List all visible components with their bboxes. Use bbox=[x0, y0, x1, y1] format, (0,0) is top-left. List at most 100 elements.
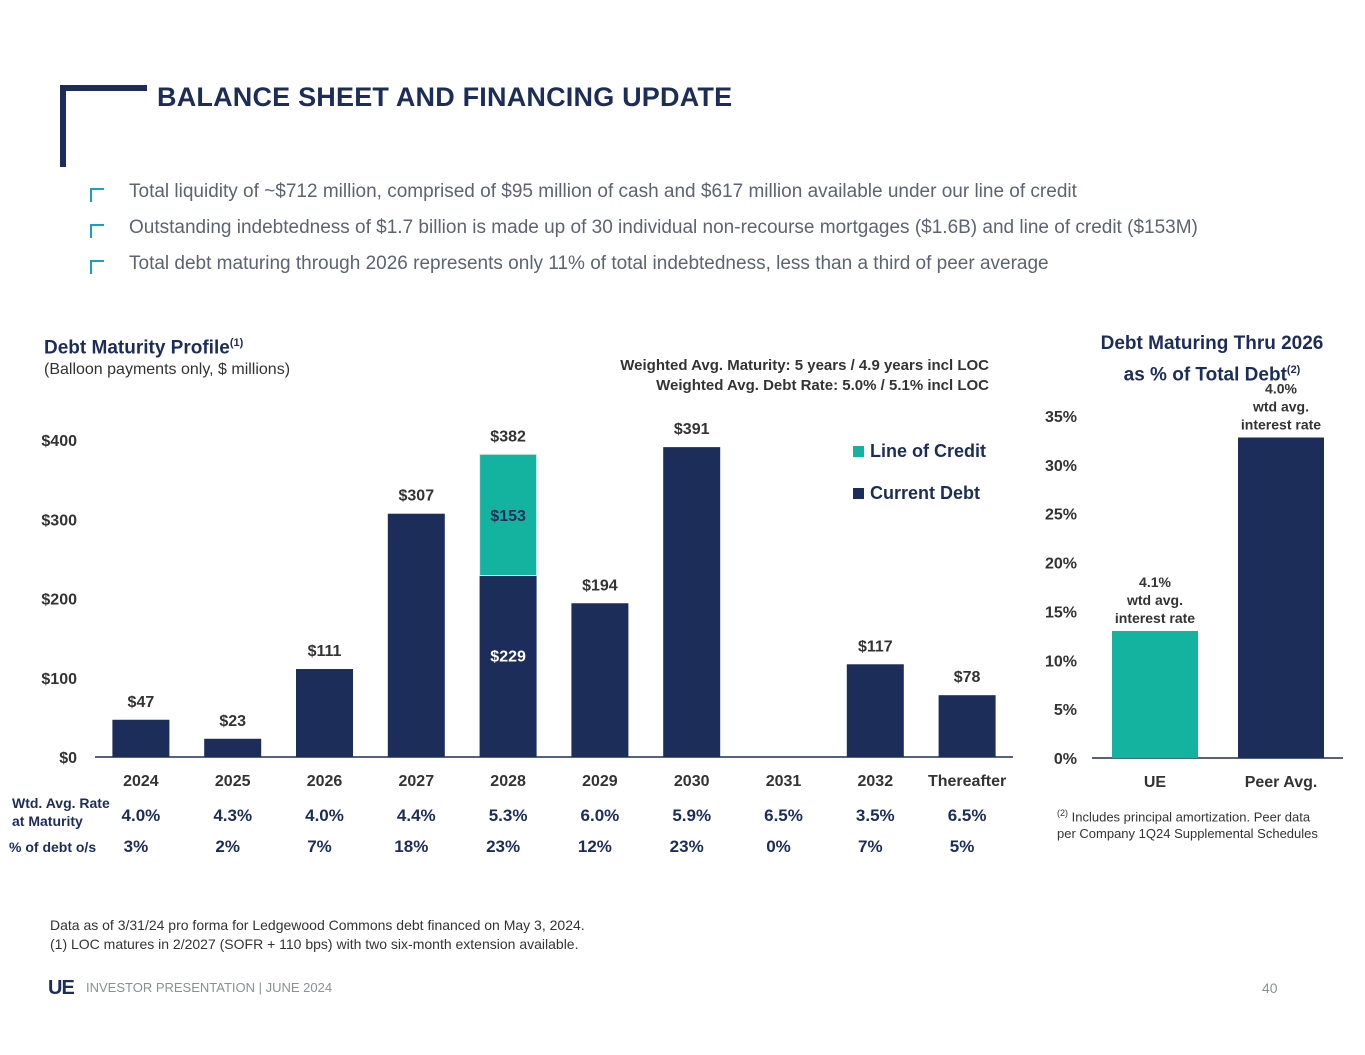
x-tick-label: 2032 bbox=[858, 773, 894, 790]
bar-total-label: $111 bbox=[308, 643, 342, 660]
debt-thru-2026-title-line2-wrap: as % of Total Debt(2) bbox=[1062, 357, 1362, 388]
wtd-avg-rate-value: 6.0% bbox=[581, 806, 620, 825]
row-label-rate-line2: at Maturity bbox=[12, 813, 83, 829]
wtd-avg-rate-value: 4.0% bbox=[122, 806, 161, 825]
y-tick-label: 0% bbox=[1054, 751, 1077, 768]
bar-annotation: interest rate bbox=[1115, 610, 1195, 626]
bullet-corner-icon bbox=[90, 224, 104, 238]
y-tick-label: 35% bbox=[1045, 409, 1077, 426]
weighted-avg-maturity: Weighted Avg. Maturity: 5 years / 4.9 ye… bbox=[620, 357, 989, 374]
right-footnote-line2: per Company 1Q24 Supplemental Schedules bbox=[1057, 826, 1318, 842]
pct-debt-value: 23% bbox=[486, 837, 520, 856]
y-tick-label: $0 bbox=[59, 750, 77, 767]
x-tick-label: 2026 bbox=[307, 773, 343, 790]
wtd-avg-rate-value: 4.0% bbox=[305, 806, 344, 825]
wtd-avg-rate-value: 5.9% bbox=[672, 806, 711, 825]
y-tick-label: $300 bbox=[41, 512, 77, 529]
wtd-avg-rate-value: 5.3% bbox=[489, 806, 528, 825]
debt-maturity-title: Debt Maturity Profile(1) bbox=[44, 337, 243, 359]
pct-debt-value: 3% bbox=[124, 837, 149, 856]
bar-line-of-credit bbox=[479, 453, 538, 577]
pct-debt-value: 18% bbox=[394, 837, 428, 856]
wtd-avg-rate-value: 3.5% bbox=[856, 806, 895, 825]
pct-debt-value: 7% bbox=[307, 837, 332, 856]
bar-total-label: $47 bbox=[128, 694, 155, 711]
y-tick-label: 25% bbox=[1045, 507, 1077, 524]
pct-debt-value: 23% bbox=[670, 837, 704, 856]
bar-current-debt bbox=[387, 513, 445, 757]
right-footnote-sup: (2) bbox=[1057, 808, 1068, 818]
bar-current-debt bbox=[112, 719, 170, 757]
bar-total-label: $382 bbox=[490, 428, 526, 445]
legend-label-line-of-credit: Line of Credit bbox=[870, 441, 986, 461]
bar-annotation: wtd avg. bbox=[1126, 592, 1183, 608]
legend-label-current-debt: Current Debt bbox=[870, 483, 980, 503]
bar-total-label: $391 bbox=[674, 421, 710, 438]
bar-current-debt bbox=[296, 669, 353, 757]
wtd-avg-rate-value: 4.3% bbox=[213, 806, 252, 825]
bar-current-debt bbox=[204, 738, 262, 757]
x-tick-label: 2027 bbox=[399, 773, 435, 790]
pct-debt-value: 2% bbox=[215, 837, 240, 856]
debt-maturity-subtitle: (Balloon payments only, $ millions) bbox=[44, 361, 291, 378]
debt-maturity-title-sup: (1) bbox=[229, 337, 244, 349]
x-tick-label: UE bbox=[1144, 774, 1167, 791]
y-tick-label: $100 bbox=[41, 671, 77, 688]
wtd-avg-rate-value: 6.5% bbox=[764, 806, 803, 825]
right-footnote-line1: Includes principal amortization. Peer da… bbox=[1071, 809, 1311, 825]
pct-debt-value: 12% bbox=[578, 837, 612, 856]
corner-accent-horizontal bbox=[60, 85, 147, 91]
debt-maturity-chart: $0 $100 $200 $300 $400 $47 2024 4.0% 3% $23 2025 4.… bbox=[9, 421, 1013, 856]
y-tick-label: 30% bbox=[1045, 458, 1077, 475]
bar-current-debt bbox=[571, 603, 629, 757]
bar-current-debt bbox=[663, 447, 721, 757]
x-tick-label: 2028 bbox=[490, 773, 526, 790]
x-tick-label: 2025 bbox=[215, 773, 251, 790]
bar-peer-avg bbox=[1238, 437, 1324, 758]
x-tick-label: 2029 bbox=[582, 773, 618, 790]
wtd-avg-rate-value: 6.5% bbox=[948, 806, 987, 825]
y-tick-label: 5% bbox=[1054, 702, 1077, 719]
pct-debt-value: 7% bbox=[858, 837, 883, 856]
ue-logo: UE bbox=[48, 977, 75, 999]
debt-thru-2026-title-line1: Debt Maturing Thru 2026 bbox=[1100, 333, 1324, 354]
footer-text: INVESTOR PRESENTATION | JUNE 2024 bbox=[86, 980, 333, 995]
footnote-loc: (1) LOC matures in 2/2027 (SOFR + 110 bp… bbox=[50, 936, 579, 952]
bar-total-label: $194 bbox=[582, 577, 618, 594]
bar-annotation: wtd avg. bbox=[1252, 398, 1309, 414]
x-tick-label: 2031 bbox=[766, 773, 802, 790]
page-number: 40 bbox=[1262, 980, 1278, 996]
debt-thru-2026-title-sup: (2) bbox=[1286, 364, 1301, 376]
bar-annotation: interest rate bbox=[1241, 416, 1321, 432]
bullet-item: Outstanding indebtedness of $1.7 billion… bbox=[90, 216, 1350, 252]
x-tick-label: 2024 bbox=[123, 773, 159, 790]
y-tick-label: 10% bbox=[1045, 653, 1077, 670]
bar-annotation: 4.0% bbox=[1265, 380, 1297, 396]
debt-thru-2026-title-line2: as % of Total Debt bbox=[1123, 364, 1287, 386]
row-label-pct: % of debt o/s bbox=[9, 839, 96, 855]
debt-thru-2026-title: Debt Maturing Thru 2026 as % of Total De… bbox=[1062, 330, 1362, 388]
y-tick-label: $400 bbox=[41, 433, 77, 450]
bullet-item: Total liquidity of ~$712 million, compri… bbox=[90, 180, 1350, 216]
data-footnotes: Data as of 3/31/24 pro forma for Ledgewo… bbox=[50, 916, 585, 954]
bullet-list: Total liquidity of ~$712 million, compri… bbox=[90, 180, 1350, 288]
weighted-avg-rate: Weighted Avg. Debt Rate: 5.0% / 5.1% inc… bbox=[656, 377, 989, 394]
pct-debt-value: 0% bbox=[766, 837, 791, 856]
bullet-text: Outstanding indebtedness of $1.7 billion… bbox=[129, 217, 1198, 238]
debt-maturity-title-text: Debt Maturity Profile bbox=[44, 337, 230, 359]
bar-current-debt bbox=[938, 695, 996, 757]
bar-annotation: 4.1% bbox=[1139, 574, 1171, 590]
bullet-text: Total liquidity of ~$712 million, compri… bbox=[129, 181, 1077, 202]
row-label-rate-line1: Wtd. Avg. Rate bbox=[12, 795, 110, 811]
bar-total-label: $307 bbox=[399, 488, 435, 505]
x-tick-label: Thereafter bbox=[928, 773, 1006, 790]
bullet-text: Total debt maturing through 2026 represe… bbox=[129, 253, 1049, 274]
bar-total-label: $23 bbox=[219, 713, 246, 730]
wtd-avg-rate-value: 4.4% bbox=[397, 806, 436, 825]
page-title: BALANCE SHEET AND FINANCING UPDATE bbox=[157, 82, 733, 112]
corner-accent-vertical bbox=[60, 85, 66, 167]
bar-total-label: $78 bbox=[954, 669, 981, 686]
footnote-data-as-of: Data as of 3/31/24 pro forma for Ledgewo… bbox=[50, 917, 585, 933]
legend-swatch-line-of-credit bbox=[853, 446, 864, 457]
y-tick-label: $200 bbox=[41, 592, 77, 609]
